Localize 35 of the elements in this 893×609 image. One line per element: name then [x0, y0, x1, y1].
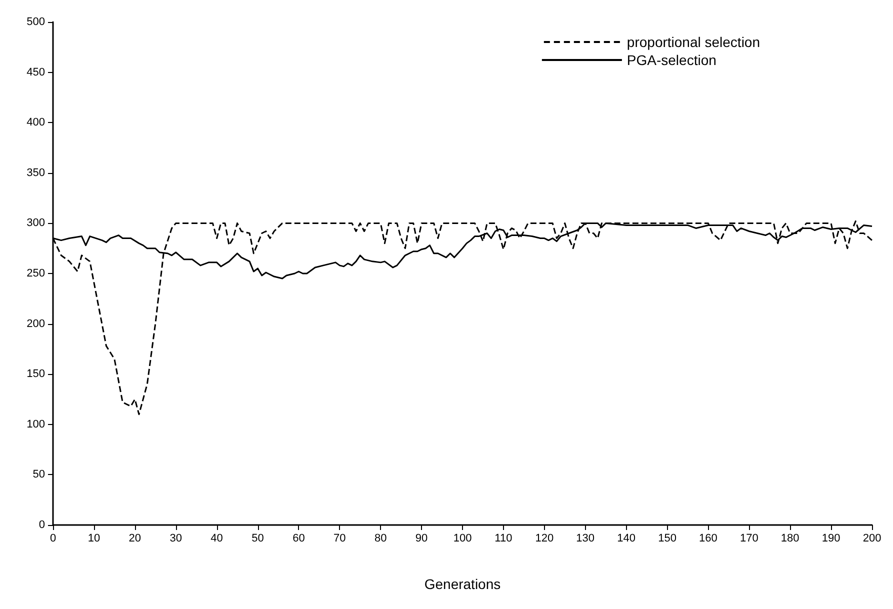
- y-tick-label: 250: [26, 268, 45, 280]
- x-tick-label: 120: [535, 532, 554, 544]
- x-tick-label: 70: [334, 532, 346, 544]
- y-tick-label: 300: [26, 217, 45, 230]
- x-tick-label: 40: [210, 532, 223, 544]
- y-tick-label: 500: [26, 16, 45, 28]
- x-tick-label: 20: [128, 532, 142, 544]
- legend-label: PGA-selection: [626, 52, 716, 68]
- y-tick-label: 150: [26, 368, 45, 380]
- x-tick-label: 10: [88, 532, 100, 544]
- x-tick-label: 170: [740, 532, 758, 544]
- x-tick-label: 130: [576, 532, 595, 544]
- x-tick-label: 190: [822, 532, 840, 544]
- x-tick-label: 160: [699, 532, 718, 544]
- x-tick-label: 90: [415, 532, 428, 544]
- x-tick-label: 80: [374, 532, 387, 544]
- x-axis-title: Generations: [424, 576, 501, 592]
- y-tick-label: 100: [26, 418, 45, 430]
- x-tick-label: 180: [780, 532, 800, 544]
- x-tick-label: 50: [252, 532, 264, 544]
- x-tick-label: 100: [453, 532, 472, 544]
- x-tick-label: 200: [862, 532, 882, 544]
- y-tick-label: 200: [26, 318, 45, 330]
- y-tick-label: 450: [26, 66, 45, 78]
- y-tick-label: 400: [26, 116, 45, 129]
- y-tick-label: 50: [32, 468, 45, 481]
- x-tick-label: 140: [617, 532, 636, 544]
- x-tick-label: 60: [292, 532, 305, 544]
- legend-label: proportional selection: [626, 34, 760, 50]
- y-tick-label: 0: [38, 519, 45, 531]
- x-tick-label: 0: [50, 532, 56, 544]
- x-tick-label: 30: [170, 532, 182, 544]
- x-tick-label: 110: [494, 532, 512, 544]
- x-tick-label: 150: [658, 532, 676, 544]
- y-tick-label: 350: [26, 166, 45, 179]
